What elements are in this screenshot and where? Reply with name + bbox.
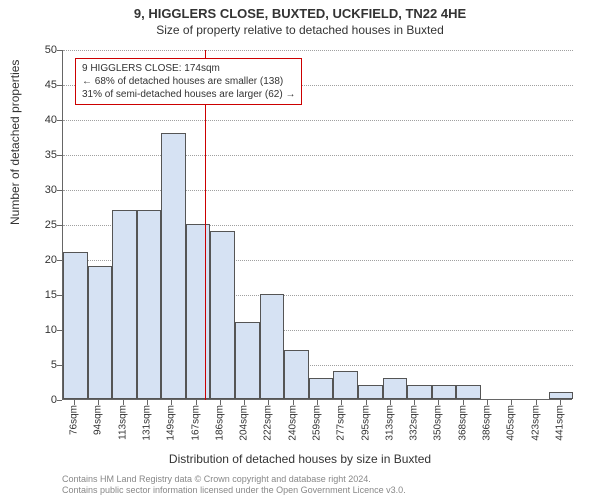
xtick-label: 441sqm [554,405,565,441]
page-subtitle: Size of property relative to detached ho… [0,21,600,37]
histogram-bar [432,385,457,399]
histogram-bar [383,378,408,399]
info-line-3: 31% of semi-detached houses are larger (… [82,88,295,101]
ytick-mark [57,260,62,261]
ytick-label: 45 [17,79,57,91]
histogram-bar [210,231,235,399]
ytick-label: 0 [17,394,57,406]
ytick-label: 5 [17,359,57,371]
info-line-1: 9 HIGGLERS CLOSE: 174sqm [82,62,295,75]
histogram-bar [112,210,137,399]
histogram-bar [161,133,186,399]
histogram-bar [309,378,334,399]
chart-area: 9 HIGGLERS CLOSE: 174sqm ← 68% of detach… [62,50,572,400]
ytick-mark [57,365,62,366]
xtick-label: 368sqm [457,405,468,441]
property-info-box: 9 HIGGLERS CLOSE: 174sqm ← 68% of detach… [75,58,302,105]
ytick-mark [57,50,62,51]
xtick-label: 423sqm [530,405,541,441]
ytick-label: 20 [17,254,57,266]
histogram-bar [456,385,481,399]
xtick-label: 295sqm [360,405,371,441]
xtick-label: 186sqm [214,405,225,441]
histogram-bar [235,322,260,399]
histogram-bar [63,252,88,399]
info-line-2: ← 68% of detached houses are smaller (13… [82,75,295,88]
ytick-label: 35 [17,149,57,161]
ytick-mark [57,295,62,296]
xtick-label: 259sqm [312,405,323,441]
ytick-label: 30 [17,184,57,196]
page-title: 9, HIGGLERS CLOSE, BUXTED, UCKFIELD, TN2… [0,0,600,21]
xtick-label: 405sqm [506,405,517,441]
ytick-mark [57,155,62,156]
ytick-label: 25 [17,219,57,231]
plot-region: 9 HIGGLERS CLOSE: 174sqm ← 68% of detach… [62,50,572,400]
xtick-label: 204sqm [239,405,250,441]
xtick-label: 113sqm [117,405,128,440]
xtick-label: 386sqm [482,405,493,441]
histogram-bar [88,266,113,399]
xtick-label: 149sqm [166,405,177,441]
ytick-mark [57,225,62,226]
xtick-label: 94sqm [93,405,104,435]
ytick-label: 40 [17,114,57,126]
ytick-mark [57,400,62,401]
histogram-bar [186,224,211,399]
ytick-mark [57,85,62,86]
xtick-label: 76sqm [69,405,80,435]
ytick-label: 50 [17,44,57,56]
xtick-label: 277sqm [336,405,347,441]
ytick-mark [57,330,62,331]
histogram-bar [549,392,574,399]
histogram-bar [284,350,309,399]
footer-line-2: Contains public sector information licen… [62,485,406,496]
footer-line-1: Contains HM Land Registry data © Crown c… [62,474,406,485]
xtick-label: 240sqm [287,405,298,441]
histogram-bar [407,385,432,399]
ytick-label: 15 [17,289,57,301]
xtick-label: 350sqm [433,405,444,441]
histogram-bar [358,385,383,399]
histogram-bar [260,294,285,399]
ytick-mark [57,120,62,121]
xtick-label: 222sqm [263,405,274,441]
ytick-mark [57,190,62,191]
xtick-label: 332sqm [409,405,420,441]
xtick-label: 131sqm [142,405,153,441]
xtick-label: 313sqm [384,405,395,441]
footer: Contains HM Land Registry data © Crown c… [62,474,406,496]
x-axis-label: Distribution of detached houses by size … [0,452,600,466]
histogram-bar [333,371,358,399]
xtick-label: 167sqm [190,405,201,441]
ytick-label: 10 [17,324,57,336]
histogram-bar [137,210,162,399]
